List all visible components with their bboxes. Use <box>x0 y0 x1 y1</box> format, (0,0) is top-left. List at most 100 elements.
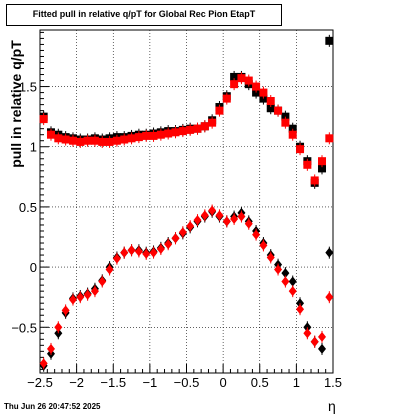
data-point <box>83 289 92 300</box>
data-point <box>164 239 173 250</box>
data-point <box>105 264 114 275</box>
x-tick-label: 0.5 <box>251 375 269 390</box>
data-point <box>142 248 151 259</box>
data-point <box>266 97 275 106</box>
data-point <box>83 136 92 145</box>
data-point <box>325 292 334 303</box>
data-point <box>274 106 283 115</box>
data-point <box>288 286 297 297</box>
data-point <box>230 213 239 224</box>
data-point <box>186 125 195 134</box>
data-point <box>127 134 136 143</box>
data-point <box>193 215 202 226</box>
data-point <box>288 130 297 139</box>
data-point <box>259 94 268 103</box>
data-point <box>54 322 63 333</box>
data-point <box>149 131 158 140</box>
data-point <box>296 298 305 309</box>
timestamp: Thu Jun 26 20:47:52 2025 <box>4 402 101 411</box>
data-point <box>200 210 209 221</box>
data-point <box>237 74 246 83</box>
data-point <box>39 358 48 369</box>
data-point <box>208 205 217 216</box>
data-point <box>61 305 70 316</box>
data-point <box>171 128 180 137</box>
chart-title-box: Fitted pull in relative q/pT for Global … <box>6 4 282 26</box>
data-point <box>222 216 231 227</box>
data-point <box>318 331 327 342</box>
data-point <box>230 80 239 89</box>
data-point <box>90 286 99 297</box>
data-point <box>215 106 224 115</box>
x-tick-label: −2 <box>69 375 84 390</box>
data-point <box>61 135 70 144</box>
x-tick-label: −0.5 <box>174 375 200 390</box>
data-point <box>296 145 305 154</box>
data-point <box>318 157 327 166</box>
y-tick-label: −0.5 <box>11 320 37 335</box>
data-point <box>134 246 143 257</box>
data-point <box>288 276 297 287</box>
data-point <box>281 276 290 287</box>
data-point <box>171 233 180 244</box>
data-point <box>252 88 261 97</box>
data-point <box>318 164 327 173</box>
data-point <box>244 76 253 85</box>
data-point <box>54 134 63 143</box>
axes: −2.5 −2 −1.5 −1 −0.5 0 0.5 1 1.5 −0.5 0 0.5 1 1.5 <box>11 31 342 390</box>
x-tick-label: −1 <box>142 375 157 390</box>
data-point <box>142 131 151 140</box>
data-point <box>318 343 327 354</box>
x-tick-label: −1.5 <box>100 375 126 390</box>
data-point <box>98 137 107 146</box>
data-point <box>120 135 129 144</box>
data-point <box>46 130 55 139</box>
data-point <box>259 88 268 97</box>
data-point <box>200 122 209 131</box>
x-tick-label: 1.5 <box>324 375 342 390</box>
data-point <box>303 160 312 169</box>
x-axis-label: η <box>328 398 336 414</box>
x-tick-label: 0 <box>220 375 227 390</box>
data-point <box>134 133 143 142</box>
data-point <box>156 130 165 139</box>
data-point <box>266 252 275 263</box>
data-point <box>76 137 85 146</box>
data-point <box>237 211 246 222</box>
y-tick-label: 1.5 <box>19 80 37 95</box>
data-point <box>156 244 165 255</box>
data-point <box>325 36 334 45</box>
data-point <box>112 136 121 145</box>
data-point <box>76 292 85 303</box>
grid <box>40 30 333 373</box>
data-point <box>178 227 187 238</box>
data-point <box>90 136 99 145</box>
data-point <box>252 229 261 240</box>
data-points <box>39 34 334 372</box>
data-point <box>178 127 187 136</box>
y-axis-label: pull in relative q/pT <box>8 40 24 168</box>
data-point <box>266 104 275 113</box>
x-tick-label: −2.5 <box>27 375 53 390</box>
data-point <box>303 328 312 339</box>
data-point <box>127 245 136 256</box>
data-point <box>193 124 202 133</box>
data-point <box>186 221 195 232</box>
data-point <box>164 129 173 138</box>
data-point <box>325 134 334 143</box>
data-point <box>149 247 158 258</box>
data-point <box>46 343 55 354</box>
data-point <box>252 82 261 91</box>
data-point <box>230 72 239 81</box>
data-point <box>281 112 290 121</box>
data-point <box>303 322 312 333</box>
data-point <box>54 328 63 339</box>
data-point <box>39 115 48 124</box>
data-point <box>222 94 231 103</box>
data-point <box>112 253 121 264</box>
data-point <box>296 304 305 315</box>
data-point <box>274 264 283 275</box>
data-point <box>259 240 268 251</box>
data-point <box>120 247 129 258</box>
